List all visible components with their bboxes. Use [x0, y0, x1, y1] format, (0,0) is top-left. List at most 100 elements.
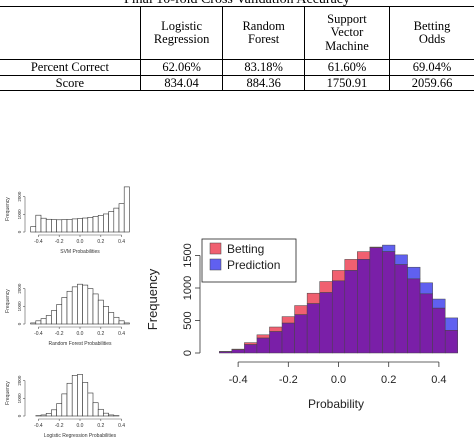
y-tick-label: 2000 [17, 375, 22, 386]
histogram-bar [77, 374, 83, 417]
histogram-bar [97, 408, 104, 417]
y-tick-label: 0 [17, 322, 22, 325]
y-tick-label: 1000 [17, 301, 22, 312]
histogram-bar-overlap [269, 331, 283, 354]
histogram-bar [77, 218, 83, 233]
x-axis-label: Probability [308, 397, 364, 411]
y-axis-label: Frequency [5, 381, 11, 405]
histogram-bar [92, 402, 99, 417]
histogram-bar [82, 284, 89, 325]
histogram-bar-overlap [369, 247, 383, 354]
histogram-bar [103, 306, 109, 325]
histogram-bar-overlap [244, 344, 258, 354]
table-row: Percent Correct 62.06% 83.18% 61.60% 69.… [0, 59, 474, 76]
histogram-bar [66, 219, 73, 233]
x-tick-label: -0.4 [34, 423, 43, 429]
histogram-bar [82, 382, 89, 417]
x-tick-label: 0.2 [97, 239, 104, 245]
histogram-bar-excess [344, 259, 358, 271]
histogram-bar-overlap [319, 292, 333, 354]
histogram-bar-overlap [394, 264, 408, 354]
histogram-bar [45, 315, 52, 325]
histogram-bar [103, 412, 109, 417]
histogram-bar [45, 413, 52, 417]
header-cell-logistic: Logistic Regression [139, 6, 223, 60]
histogram-bar-excess [331, 270, 346, 282]
x-axis-label: Logistic Regression Probabilities [44, 433, 117, 439]
x-tick-label: 0.2 [381, 374, 396, 386]
histogram-bar-excess [256, 334, 270, 339]
x-axis-label: Random Forest Probabilities [48, 341, 112, 347]
histogram-bar [56, 304, 63, 325]
histogram-bar [118, 203, 125, 233]
random-forest-histogram: 0 1000 2000 Frequency -0.4 -0.2 0.0 0.2 0.4 Rando… [5, 283, 130, 347]
y-axis-label: Frequency [145, 268, 160, 330]
x-tick-label: -0.4 [34, 331, 43, 337]
histogram-bar [123, 186, 130, 233]
betting-vs-prediction-histogram: 0 500 1000 1500 Frequency -0.4 -0.2 0.0 0.2 0.4 Pr… [145, 238, 458, 411]
y-tick-label: 0 [182, 350, 194, 356]
table-row: Score 834.04 884.36 1750.91 2059.66 [0, 75, 474, 91]
histogram-bar [97, 299, 104, 325]
x-tick-label: 0.4 [118, 423, 125, 429]
histogram-bar [51, 219, 57, 233]
histogram-bar [77, 283, 83, 325]
histogram-bar [92, 293, 99, 325]
table-header-row: Logistic Regression Random Forest Support V… [0, 6, 474, 60]
table-cell: 69.04% [389, 59, 474, 76]
header-cell-svm: Support Vector Machine [303, 6, 390, 60]
y-axis-label: Frequency [5, 197, 11, 221]
histogram-bar [61, 393, 68, 417]
histogram-bar [92, 216, 99, 233]
histogram-bar-excess [319, 281, 333, 293]
x-tick-label: -0.2 [279, 374, 298, 386]
histogram-bar-overlap [407, 278, 421, 354]
y-tick-label: 0 [17, 414, 22, 417]
histogram-bar [40, 414, 47, 417]
table-cell: 834.04 [139, 75, 223, 91]
x-tick-label: 0.0 [77, 423, 84, 429]
x-tick-label: -0.2 [55, 239, 64, 245]
histogram-bar-overlap [331, 280, 346, 354]
histogram-bar-overlap [444, 330, 458, 354]
header-cell-random-forest: Random Forest [222, 6, 305, 60]
y-tick-label: 1500 [182, 243, 194, 267]
histogram-bar [40, 318, 47, 325]
histogram-bar [71, 286, 78, 325]
table-cell: 1750.91 [303, 75, 390, 91]
x-tick-label: 0.0 [77, 331, 84, 337]
histogram-bar [108, 211, 115, 233]
histogram-bar [66, 290, 73, 325]
histogram-bar-excess [432, 298, 446, 309]
histogram-bar [40, 217, 47, 233]
histogram-bar-overlap [294, 314, 308, 354]
histogram-bar-excess [419, 282, 433, 295]
histogram-bar-excess [394, 254, 408, 265]
histogram-bar [56, 219, 63, 233]
y-tick-label: 2000 [17, 191, 22, 202]
histogram-bar-overlap [344, 270, 358, 354]
histogram-bar [35, 320, 42, 325]
histogram-bar [118, 320, 125, 325]
histogram-bar-excess [407, 266, 421, 280]
table-caption: Final 10-fold Cross Validation Accuracy [0, 0, 474, 8]
x-tick-label: 0.0 [77, 239, 84, 245]
x-tick-label: 0.2 [97, 423, 104, 429]
histogram-bar [51, 310, 57, 325]
header-cell-empty [0, 6, 141, 60]
histogram-bar [66, 382, 73, 417]
row-label: Score [0, 75, 141, 91]
y-tick-label: 500 [182, 311, 194, 329]
x-tick-label: -0.4 [229, 374, 248, 386]
histogram-bar-excess [382, 244, 396, 252]
x-tick-label: 0.4 [118, 239, 125, 245]
x-tick-label: -0.2 [55, 423, 64, 429]
histogram-bar [71, 375, 78, 417]
x-tick-label: 0.4 [431, 374, 446, 386]
table-cell: 62.06% [139, 59, 223, 76]
x-tick-label: 0.2 [97, 331, 104, 337]
histogram-bar [113, 207, 120, 233]
table-cell: 83.18% [222, 59, 305, 76]
histogram-bar [108, 414, 115, 417]
legend-label: Betting [227, 242, 264, 256]
